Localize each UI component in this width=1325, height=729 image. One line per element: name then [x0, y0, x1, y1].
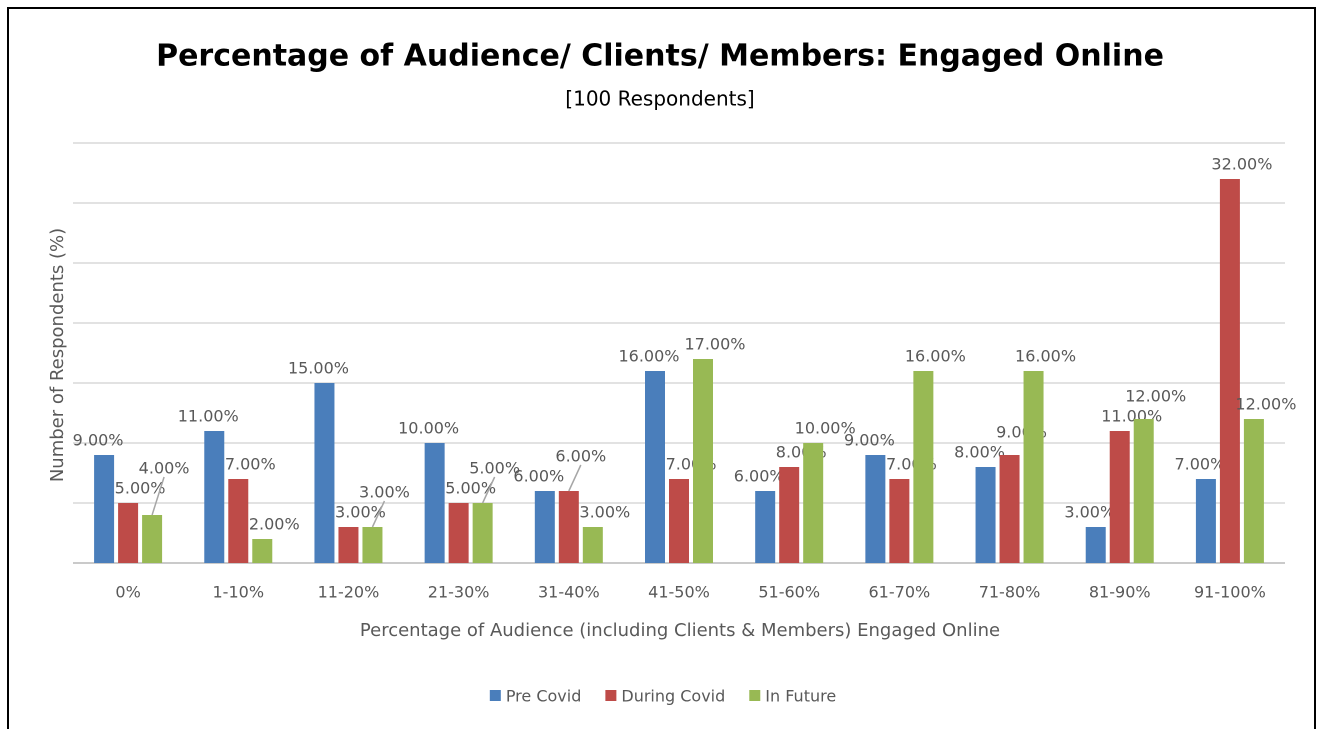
data-label: 5.00%: [445, 479, 496, 498]
bar: [314, 383, 335, 563]
legend-swatch: [489, 690, 501, 701]
x-tick-label: 11-20%: [318, 583, 380, 602]
bar: [913, 371, 934, 563]
leader-line: [481, 476, 496, 504]
bar: [424, 443, 445, 563]
data-label: 11.00%: [178, 407, 239, 426]
data-label: 3.00%: [579, 503, 630, 522]
legend-label: In Future: [765, 687, 836, 706]
data-label: 4.00%: [139, 459, 190, 478]
bar: [645, 371, 665, 563]
x-tick-label: 81-90%: [1089, 583, 1151, 602]
leader-line: [568, 464, 582, 492]
bar: [1023, 371, 1044, 563]
bar: [1219, 179, 1240, 563]
x-tick-label: 51-60%: [758, 583, 820, 602]
bar: [94, 455, 115, 563]
bar: [1133, 419, 1154, 563]
data-label: 3.00%: [335, 503, 386, 522]
bar: [582, 527, 603, 563]
data-label: 10.00%: [795, 419, 856, 438]
bar: [1109, 431, 1130, 563]
data-label: 9.00%: [73, 431, 124, 450]
bar: [975, 467, 996, 563]
bar: [558, 491, 579, 563]
x-tick-label: 61-70%: [869, 583, 931, 602]
data-label: 32.00%: [1211, 155, 1272, 174]
x-tick-label: 0%: [115, 583, 140, 602]
data-label: 6.00%: [513, 467, 564, 486]
bar: [252, 539, 273, 563]
legend-swatch: [749, 690, 761, 701]
bar: [803, 443, 824, 563]
data-label: 7.00%: [225, 455, 276, 474]
data-label: 12.00%: [1235, 395, 1296, 414]
x-axis-title: Percentage of Audience (including Client…: [360, 620, 1000, 641]
bar: [1195, 479, 1216, 563]
data-label: 5.00%: [469, 459, 520, 478]
bar: [755, 491, 776, 563]
data-label: 7.00%: [1174, 455, 1225, 474]
bar: [669, 479, 689, 563]
bar: [889, 479, 910, 563]
legend-swatch: [605, 690, 617, 701]
legend-label: Pre Covid: [506, 687, 582, 706]
bar: [1085, 527, 1106, 563]
chart-frame: [7, 7, 1316, 729]
data-label: 2.00%: [249, 515, 300, 534]
leader-line: [151, 476, 165, 516]
bar: [999, 455, 1020, 563]
data-label: 6.00%: [734, 467, 785, 486]
y-axis-title: Number of Respondents (%): [47, 228, 68, 482]
bar: [448, 503, 469, 563]
data-label: 12.00%: [1125, 387, 1186, 406]
bar: [228, 479, 249, 563]
data-label: 8.00%: [954, 443, 1005, 462]
data-label: 6.00%: [555, 447, 606, 466]
legend-label: During Covid: [621, 687, 725, 706]
data-label: 17.00%: [684, 335, 745, 354]
x-tick-label: 71-80%: [979, 583, 1041, 602]
bar: [472, 503, 493, 563]
x-tick-label: 1-10%: [213, 583, 265, 602]
leader-line: [371, 500, 386, 528]
bar: [204, 431, 225, 563]
bar: [1243, 419, 1264, 563]
data-label: 15.00%: [288, 359, 349, 378]
bar: [362, 527, 383, 563]
data-label: 16.00%: [1015, 347, 1076, 366]
bar: [693, 359, 713, 563]
x-tick-label: 31-40%: [538, 583, 600, 602]
x-tick-label: 21-30%: [428, 583, 490, 602]
bar: [338, 527, 359, 563]
data-label: 9.00%: [844, 431, 895, 450]
bar: [118, 503, 139, 563]
data-label: 5.00%: [115, 479, 166, 498]
x-tick-label: 91-100%: [1194, 583, 1266, 602]
bar: [534, 491, 555, 563]
data-label: 3.00%: [359, 483, 410, 502]
data-label: 16.00%: [618, 347, 679, 366]
bar: [779, 467, 800, 563]
data-label: 3.00%: [1064, 503, 1115, 522]
data-label: 16.00%: [905, 347, 966, 366]
bar: [865, 455, 886, 563]
x-tick-label: 41-50%: [648, 583, 710, 602]
data-label: 10.00%: [398, 419, 459, 438]
bar: [142, 515, 163, 563]
chart-subtitle: [100 Respondents]: [565, 87, 754, 111]
chart-title: Percentage of Audience/ Clients/ Members…: [156, 39, 1164, 74]
